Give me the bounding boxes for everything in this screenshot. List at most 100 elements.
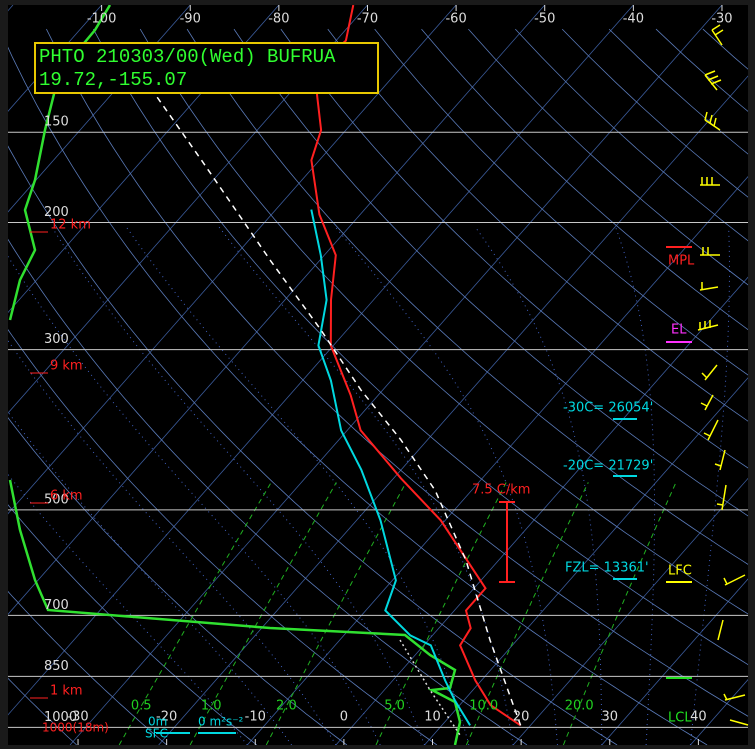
lapse-rate-bar [499,501,515,583]
x-tick-label: -30 [711,12,732,27]
wind-barb [729,719,749,726]
annotation: -20C= 21729' [563,459,653,474]
dry-adiabat [8,504,258,745]
isotherm [335,276,748,745]
moist-adiabat [51,226,425,745]
annotation: LFC [668,564,692,579]
mixing-ratio-label: 10.0 [469,699,498,714]
isotherm [246,176,748,745]
mixing-ratio-label: 1.0 [201,699,222,714]
y-tick-label: 700 [44,598,69,613]
dry-adiabat [8,329,438,745]
dry-adiabat [374,28,748,376]
annotation: MPL [668,254,695,269]
wind-barb [711,24,724,46]
height-label: 9 km [50,359,83,374]
moist-adiabat [8,339,337,745]
x-tick-label: 20 [513,710,530,725]
moist-adiabat [689,227,730,745]
plot-area [8,5,748,745]
wind-barb [697,320,719,331]
wind-barb [700,247,720,256]
annotation: LCL [668,711,692,726]
isotherm [512,477,748,745]
isotherm [601,578,748,745]
y-tick-label: 1000 [44,710,77,725]
profile-line [310,5,522,727]
dry-adiabat [280,28,748,469]
wind-barb [700,394,714,411]
y-tick-label: 150 [44,115,69,130]
annotation: 0m [148,715,167,729]
dry-adiabat [8,145,618,745]
dry-adiabat [139,28,748,615]
mixing-ratio-line [265,482,407,745]
x-tick-label: -60 [445,12,466,27]
height-label: 6 km [50,489,83,504]
wind-barbs [697,24,749,726]
profiles [8,5,522,745]
annotation: -30C= 26054' [563,401,653,416]
dry-adiabat [46,28,748,717]
wind-barb [716,484,727,511]
wind-barb [699,282,719,291]
isotherm [8,5,457,515]
background-lines [8,5,748,745]
x-tick-label: -80 [268,12,289,27]
wind-barb [714,449,726,471]
wind-barb [717,619,724,641]
isotherm [424,377,748,745]
height-label: 12 km [50,218,91,233]
wind-barb [700,177,720,186]
mixing-ratio-label: 5.0 [384,699,405,714]
wind-barb [701,364,718,381]
dry-adiabat [8,238,528,745]
mixing-ratio-label: 2.0 [276,699,297,714]
profile-line [310,209,471,726]
y-tick-label: 500 [44,492,69,507]
x-tick-label: -70 [357,12,378,27]
wind-barb [704,111,721,131]
mixing-ratio-line [189,482,337,745]
dry-adiabat [8,46,708,745]
moist-adiabat [474,226,603,745]
x-tick-label: -90 [180,12,201,27]
dry-adiabat [233,28,748,517]
wind-barb [723,574,746,586]
dry-adiabat [92,28,748,666]
moist-adiabat [125,226,470,745]
annotation: 1000(18m) [42,721,109,735]
moist-adiabat [335,226,558,745]
dry-adiabat [8,590,168,745]
dry-adiabat [421,28,748,331]
isotherm [8,5,191,213]
x-tick-label: -10 [245,710,266,725]
x-tick-label: -30 [67,710,88,725]
x-tick-label: 30 [601,710,618,725]
chart-title: PHTO 210303/00(Wed) BUFRUA [39,46,336,68]
wind-barb [703,419,719,441]
dry-adiabat [186,28,748,565]
x-tick-label: -20 [156,710,177,725]
wind-barb [704,70,722,91]
height-label: 1 km [50,684,83,699]
mixing-ratio-label: 20.0 [565,699,594,714]
y-tick-label: 850 [44,659,69,674]
isotherm [8,5,368,414]
x-tick-label: -40 [623,12,644,27]
profile-line [151,89,522,726]
annotation: 0 m²s⁻² [198,715,244,729]
x-tick-label: 40 [690,710,707,725]
chart-subtitle: 19.72,-155.07 [39,69,187,91]
labels: 0.5 1.0 2.0 5.0 10.0 20.015020030050070085010… [30,12,733,741]
annotation: EL [671,323,687,338]
y-tick-label: 200 [44,205,69,220]
dry-adiabat [8,677,77,745]
title-box [34,42,379,94]
moist-adiabat [615,226,656,745]
isotherm [8,5,634,716]
isotherm [8,5,280,314]
x-tick-label: 10 [424,710,441,725]
